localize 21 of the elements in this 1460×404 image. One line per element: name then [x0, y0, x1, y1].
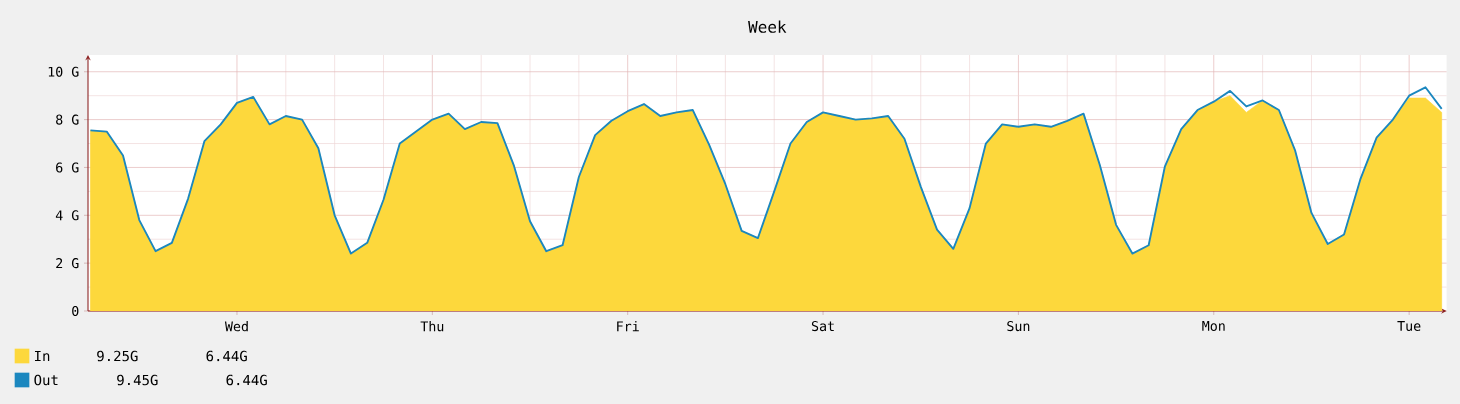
text: 9.45G	[117, 374, 158, 386]
x-tick-label: Sat	[811, 321, 834, 332]
y-tick-label: 2 G	[56, 258, 79, 269]
y-tick-label: 8 G	[56, 114, 79, 125]
y-tick-label: 0	[72, 305, 79, 317]
chart-title: Week	[748, 20, 787, 33]
x-tick-label: Mon	[1202, 321, 1225, 331]
y-tick-label: 4 G	[55, 210, 79, 221]
x-tick-label: Thu	[420, 321, 444, 332]
legend-label: Out	[34, 374, 58, 386]
y-tick-label: 6 G	[56, 162, 79, 173]
text: 9.25G	[97, 350, 138, 362]
legend-label: In	[34, 350, 50, 362]
x-tick-label: Sun	[1007, 321, 1030, 332]
text: 6.44G	[206, 350, 247, 362]
text: 6.44G	[226, 374, 267, 386]
x-tick-label: Tue	[1397, 321, 1421, 331]
line-series	[89, 86, 1443, 255]
x-tick-label: Wed	[224, 321, 248, 332]
y-tick-label: 10 G	[48, 66, 79, 77]
x-tick-label: Fri	[617, 321, 639, 332]
